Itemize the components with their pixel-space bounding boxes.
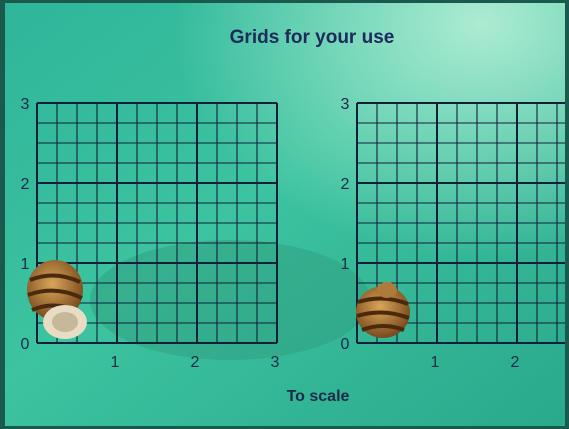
y-axis-label: 1	[21, 256, 30, 273]
caption: To scale	[287, 388, 350, 405]
x-axis-label: 2	[191, 354, 200, 371]
x-axis-label: 1	[111, 354, 120, 371]
y-axis-label: 1	[341, 256, 350, 273]
x-axis-label: 1	[431, 354, 440, 371]
y-axis-label: 2	[341, 176, 350, 193]
photo: Grids for your use To scale 0 1 2 3 1 2 3 0 1 2 3 1…	[0, 0, 569, 429]
y-axis-label: 2	[21, 176, 30, 193]
x-axis-label: 2	[511, 354, 520, 371]
y-axis-label: 3	[341, 96, 350, 113]
y-axis-label: 0	[21, 336, 30, 353]
x-axis-label: 3	[271, 354, 280, 371]
title: Grids for your use	[230, 27, 395, 48]
y-axis-label: 3	[21, 96, 30, 113]
y-axis-label: 0	[341, 336, 350, 353]
glare	[5, 3, 565, 426]
